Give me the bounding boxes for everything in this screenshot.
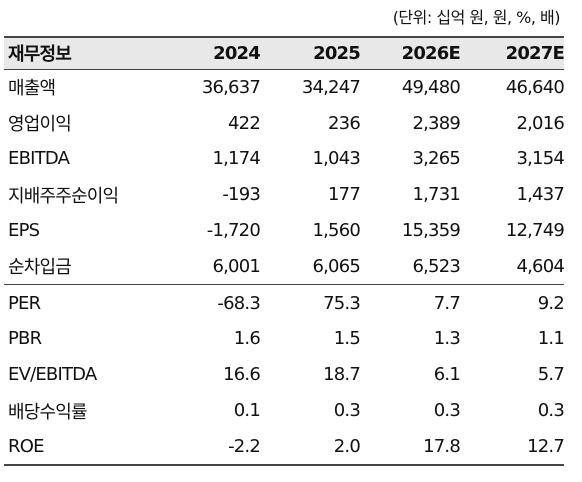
cell-value: 4,604 <box>516 255 564 277</box>
row-header-title: 재무정보 <box>8 44 72 66</box>
row-label: 배당수익률 <box>8 401 88 423</box>
cell-value: 1.6 <box>233 328 261 350</box>
cell-value: 2,016 <box>516 112 564 134</box>
table-row: 영업이익 422 236 2,389 2,016 <box>4 105 565 141</box>
column-header: 2026E <box>401 42 461 64</box>
table-row: PBR 1.6 1.5 1.3 1.1 <box>4 321 565 357</box>
cell-value: -68.3 <box>217 292 260 314</box>
cell-value: 0.3 <box>537 400 565 422</box>
cell-value: 2.0 <box>333 435 361 457</box>
column-header: 2025 <box>313 42 361 64</box>
cell-value: 1,560 <box>312 220 360 242</box>
table-row: PER -68.3 75.3 7.7 9.2 <box>4 285 565 321</box>
cell-value: 177 <box>328 184 361 206</box>
row-label: 지배주주순이익 <box>8 185 119 207</box>
cell-value: 0.3 <box>433 400 461 422</box>
cell-value: 7.7 <box>433 292 461 314</box>
cell-value: 6,001 <box>212 255 260 277</box>
cell-value: 1,731 <box>412 184 460 206</box>
cell-value: 0.3 <box>333 400 361 422</box>
row-label: ROE <box>8 435 44 457</box>
cell-value: -1,720 <box>206 220 261 242</box>
cell-value: 3,265 <box>412 148 460 170</box>
cell-value: 1,174 <box>212 148 260 170</box>
cell-value: 49,480 <box>401 76 461 98</box>
row-label: EPS <box>8 220 40 242</box>
cell-value: 18.7 <box>323 364 361 386</box>
cell-value: 46,640 <box>505 76 565 98</box>
cell-value: 1,043 <box>312 148 360 170</box>
cell-value: 6,523 <box>412 255 460 277</box>
cell-value: 5.7 <box>537 364 565 386</box>
row-label: PBR <box>8 328 42 350</box>
cell-value: 16.6 <box>223 364 261 386</box>
cell-value: 0.1 <box>233 400 261 422</box>
table-row: 배당수익률 0.1 0.3 0.3 0.3 <box>4 393 565 429</box>
row-label: 매출액 <box>8 78 56 100</box>
column-header: 2024 <box>213 42 261 64</box>
cell-value: 12,749 <box>505 220 565 242</box>
cell-value: 36,637 <box>201 76 261 98</box>
table-row: EV/EBITDA 16.6 18.7 6.1 5.7 <box>4 357 565 393</box>
table-section: 매출액 36,637 34,247 49,480 46,640 영업이익 422 236 2,3… <box>4 69 565 285</box>
cell-value: 34,247 <box>301 76 361 98</box>
cell-value: 75.3 <box>323 292 361 314</box>
row-label: 영업이익 <box>8 114 72 136</box>
table-row: EPS -1,720 1,560 15,359 12,749 <box>4 213 565 249</box>
row-label: 순차입금 <box>8 257 72 279</box>
cell-value: 2,389 <box>412 112 460 134</box>
cell-value: 12.7 <box>527 435 565 457</box>
cell-value: 1.5 <box>333 328 361 350</box>
cell-value: -2.2 <box>228 435 261 457</box>
table-header: 재무정보 2024 2025 2026E 2027E <box>4 37 565 69</box>
unit-note: (단위: 십억 원, 원, %, 배) <box>392 8 561 27</box>
table-row: 순차입금 6,001 6,065 6,523 4,604 <box>4 248 565 285</box>
table-row: EBITDA 1,174 1,043 3,265 3,154 <box>4 141 565 177</box>
cell-value: 6,065 <box>312 255 360 277</box>
table-section: PER -68.3 75.3 7.7 9.2 PBR 1.6 1.5 1.3 1.1 EV/EBIT… <box>4 285 565 466</box>
cell-value: 15,359 <box>401 220 461 242</box>
cell-value: -193 <box>222 184 260 206</box>
cell-value: 1,437 <box>516 184 564 206</box>
cell-value: 9.2 <box>537 292 565 314</box>
cell-value: 1.3 <box>433 328 461 350</box>
header-row: 재무정보 2024 2025 2026E 2027E <box>4 37 565 69</box>
table-row: ROE -2.2 2.0 17.8 12.7 <box>4 428 565 466</box>
cell-value: 3,154 <box>516 148 564 170</box>
financial-table: 재무정보 2024 2025 2026E 2027E 매출액 36,637 34,247 49… <box>4 36 565 466</box>
cell-value: 422 <box>228 112 261 134</box>
row-label: EBITDA <box>8 148 70 170</box>
cell-value: 6.1 <box>433 364 461 386</box>
cell-value: 1.1 <box>537 328 565 350</box>
cell-value: 17.8 <box>423 435 461 457</box>
table-row: 지배주주순이익 -193 177 1,731 1,437 <box>4 177 565 213</box>
row-label: PER <box>8 292 41 314</box>
column-header: 2027E <box>505 42 565 64</box>
cell-value: 236 <box>328 112 361 134</box>
table-row: 매출액 36,637 34,247 49,480 46,640 <box>4 69 565 105</box>
row-label: EV/EBITDA <box>8 364 97 386</box>
